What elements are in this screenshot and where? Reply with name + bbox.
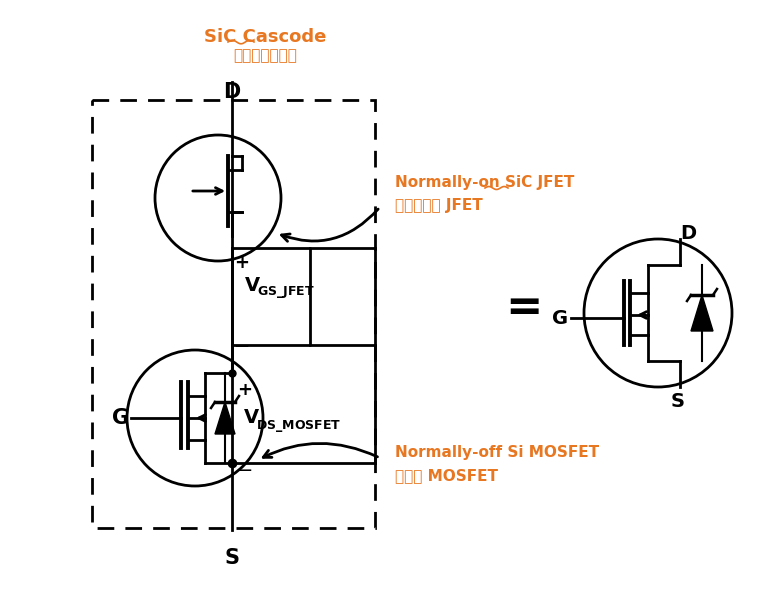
Text: Normally-off Si MOSFET: Normally-off Si MOSFET [395, 445, 599, 460]
Text: +: + [238, 381, 252, 399]
Text: 碳化确共源共栀: 碳化确共源共栀 [233, 48, 297, 63]
Text: S: S [224, 548, 239, 568]
Polygon shape [691, 295, 713, 331]
Text: =: = [506, 287, 543, 330]
Text: D: D [223, 82, 241, 102]
Text: G: G [552, 308, 568, 327]
Text: Normally-on SiC JFET: Normally-on SiC JFET [395, 175, 575, 190]
Text: $\mathbf{V}$: $\mathbf{V}$ [243, 408, 260, 427]
FancyArrowPatch shape [263, 444, 377, 458]
Text: +: + [234, 254, 249, 272]
Text: $\mathbf{V}$: $\mathbf{V}$ [244, 276, 261, 295]
Text: G: G [112, 408, 129, 428]
Text: 常关确 MOSFET: 常关确 MOSFET [395, 468, 498, 483]
FancyArrowPatch shape [281, 209, 378, 241]
Text: −: − [234, 337, 250, 356]
Text: −: − [237, 461, 253, 480]
Text: SiC Cascode: SiC Cascode [204, 28, 326, 46]
Polygon shape [215, 402, 235, 434]
Text: D: D [680, 224, 696, 243]
Text: $\mathbf{GS\_JFET}$: $\mathbf{GS\_JFET}$ [257, 284, 314, 300]
Text: S: S [671, 392, 685, 411]
Text: $\mathbf{DS\_MOSFET}$: $\mathbf{DS\_MOSFET}$ [256, 418, 341, 434]
Text: 常开碳化确 JFET: 常开碳化确 JFET [395, 198, 483, 213]
